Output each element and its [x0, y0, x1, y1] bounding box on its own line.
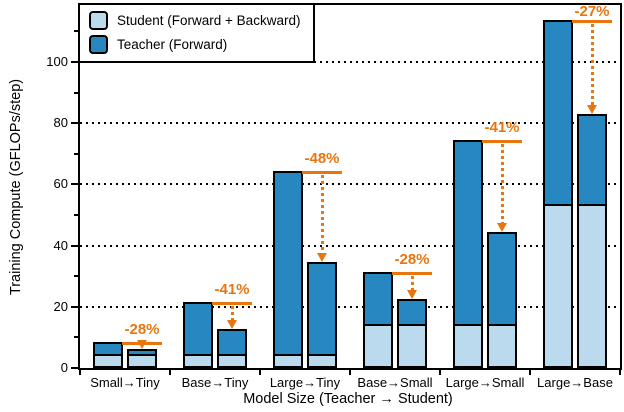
legend-item: Student (Forward + Backward)	[89, 11, 300, 30]
y-minor-tick	[74, 213, 78, 216]
bar-reduced	[307, 262, 337, 368]
x-tick	[529, 370, 531, 375]
student-segment	[579, 204, 605, 366]
y-gridline	[80, 183, 620, 186]
student-segment	[365, 323, 391, 366]
bar-baseline	[453, 140, 483, 368]
y-tick-label: 40	[53, 237, 68, 253]
x-tick	[349, 370, 351, 375]
annotation-label: -41%	[214, 281, 250, 299]
y-major-tick	[71, 183, 78, 186]
student-segment	[185, 354, 211, 366]
annotation-arrow-shaft	[320, 174, 324, 254]
y-major-tick	[71, 367, 78, 369]
annotation-arrowhead	[317, 253, 327, 263]
legend-label: Teacher (Forward)	[117, 37, 228, 52]
legend: Student (Forward + Backward) Teacher (For…	[78, 3, 316, 63]
plot-area: Student (Forward + Backward) Teacher (For…	[46, 3, 622, 390]
y-minor-tick	[74, 275, 78, 278]
student-segment	[129, 354, 155, 366]
bar-baseline	[273, 170, 303, 368]
x-tick	[439, 370, 441, 375]
annotation-label: -48%	[304, 149, 340, 167]
legend-swatch-icon	[89, 35, 108, 54]
y-minor-tick	[74, 336, 78, 339]
y-tick-label: 100	[46, 53, 68, 69]
y-gridline	[80, 60, 620, 63]
student-segment	[309, 354, 335, 366]
x-tick-label: Large→Small	[445, 375, 525, 390]
bar-baseline	[543, 20, 573, 368]
x-tick	[259, 370, 261, 375]
student-segment	[399, 323, 425, 366]
student-segment	[489, 323, 515, 366]
y-tick-label: 80	[53, 115, 68, 131]
y-axis-title: Training Compute (GFLOPs/step)	[8, 78, 24, 296]
y-minor-tick	[74, 152, 78, 155]
annotation-line	[302, 170, 342, 174]
legend-item: Teacher (Forward)	[89, 35, 300, 54]
bar-reduced	[217, 328, 247, 368]
annotation-line	[392, 271, 432, 275]
legend-swatch-icon	[89, 11, 108, 30]
student-segment	[275, 354, 301, 366]
bar-reduced	[577, 113, 607, 368]
x-tick-label: Base→Tiny	[181, 375, 249, 390]
annotation-arrowhead	[137, 340, 147, 350]
student-segment	[95, 354, 121, 366]
y-minor-tick	[74, 30, 78, 33]
x-tick-label: Small→Tiny	[90, 375, 160, 390]
x-tick-label: Base→Small	[357, 375, 433, 390]
y-gridline	[80, 244, 620, 247]
y-major-tick	[71, 122, 78, 125]
x-tick	[79, 370, 81, 375]
student-segment	[455, 323, 481, 366]
annotation-arrow-shaft	[410, 275, 414, 290]
annotation-label: -27%	[574, 3, 610, 20]
x-tick-label: Large→Base	[537, 375, 613, 390]
annotation-arrowhead	[407, 289, 417, 299]
bar-reduced	[397, 298, 427, 368]
y-tick-label: 60	[53, 176, 68, 192]
x-tick-label: Large→Tiny	[269, 375, 341, 390]
bar-baseline	[93, 341, 123, 368]
annotation-arrowhead	[587, 104, 597, 114]
student-segment	[545, 204, 571, 366]
annotation-line	[572, 20, 612, 24]
bar-baseline	[363, 271, 393, 368]
y-major-tick	[71, 244, 78, 247]
legend-label: Student (Forward + Backward)	[117, 13, 301, 28]
x-axis-title: Model Size (Teacher → Student)	[243, 391, 453, 407]
y-major-tick	[71, 60, 78, 63]
annotation-arrow-shaft	[500, 144, 504, 224]
bar-baseline	[183, 302, 213, 368]
student-segment	[219, 354, 245, 366]
annotation-arrowhead	[497, 223, 507, 233]
annotation-arrow-shaft	[230, 306, 234, 320]
y-major-tick	[71, 305, 78, 308]
bar-reduced	[487, 232, 517, 368]
y-tick-label: 20	[53, 298, 68, 314]
annotation-label: -28%	[124, 320, 160, 338]
x-tick	[619, 370, 621, 375]
y-gridline	[80, 305, 620, 308]
y-minor-tick	[74, 91, 78, 94]
annotation-line	[482, 140, 522, 144]
annotation-label: -41%	[484, 119, 520, 137]
annotation-arrowhead	[227, 319, 237, 329]
annotation-arrow-shaft	[590, 24, 594, 105]
x-tick	[169, 370, 171, 375]
y-tick-label: 0	[60, 360, 68, 375]
bar-reduced	[127, 349, 157, 368]
annotation-label: -28%	[394, 250, 430, 268]
annotation-line	[212, 302, 252, 306]
y-gridline	[80, 122, 620, 125]
